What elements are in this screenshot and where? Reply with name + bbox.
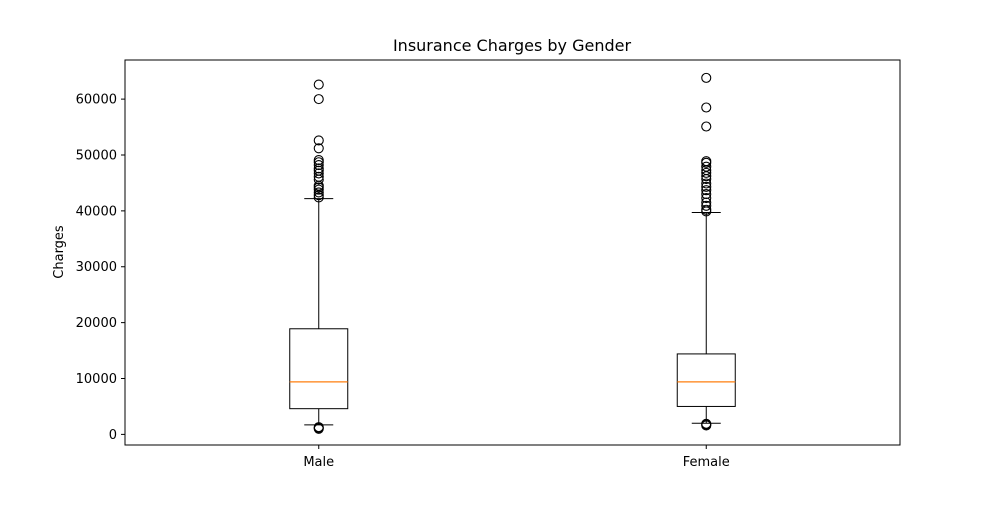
outlier-point [701,121,712,132]
outlier-point [701,197,712,208]
outlier-point [313,171,324,182]
outlier-point [701,418,712,429]
y-tick-label: 0 [109,428,117,443]
outlier-point [701,156,712,167]
chart-title: Insurance Charges by Gender [393,36,632,55]
y-tick-label: 60000 [76,93,117,108]
outlier-point [313,79,324,90]
outlier-point [701,161,712,172]
outlier-point [701,185,712,196]
outlier-point [701,102,712,113]
axes-frame [124,59,901,446]
outlier-point [701,189,712,200]
outlier-point [313,187,324,198]
outlier-point [313,143,324,154]
plot-area: 0 10000 20000 30000 40000 50000 60000 Male Femal… [76,59,901,470]
outlier-point [313,160,324,171]
outlier-point [701,204,712,215]
iqr-box [676,353,736,407]
outlier-point [701,167,712,178]
outlier-point [313,422,324,433]
y-tick-label: 30000 [76,260,117,275]
outlier-point [313,94,324,105]
outlier-point [313,135,324,146]
y-tick-label: 10000 [76,372,117,387]
outlier-point [701,200,712,211]
y-tick-label: 50000 [76,148,117,163]
outlier-point [313,163,324,174]
x-tick-label: Male [303,455,334,470]
x-tick-label: Female [683,455,730,470]
iqr-box [289,328,349,410]
outlier-point [701,181,712,192]
y-tick-label: 40000 [76,204,117,219]
outlier-point [701,178,712,189]
y-axis-label: Charges [52,225,67,279]
y-tick-label: 20000 [76,316,117,331]
outlier-point [701,72,712,83]
outlier-point [313,154,324,166]
outlier-point [701,192,712,204]
outlier-point [313,168,324,179]
